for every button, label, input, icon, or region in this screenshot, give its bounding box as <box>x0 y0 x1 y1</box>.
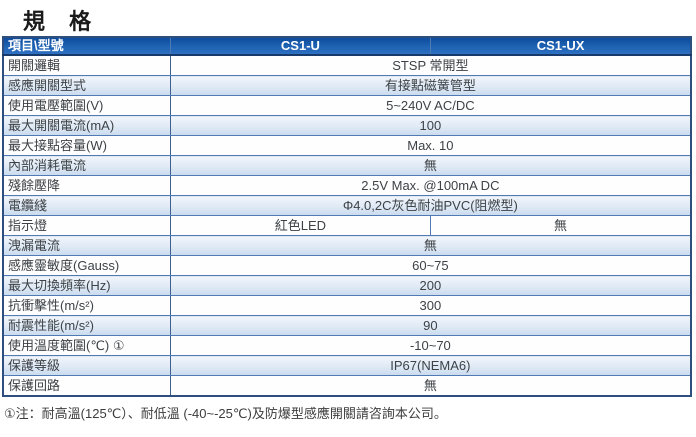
row-value: 無 <box>169 375 692 397</box>
row-value: 90 <box>169 315 692 336</box>
row-label: 耐震性能(m/s²) <box>2 315 171 336</box>
row-value: 2.5V Max. @100mA DC <box>169 175 692 196</box>
table-row: 耐震性能(m/s²) 90 <box>2 315 692 336</box>
table-row: 最大切換頻率(Hz) 200 <box>2 275 692 296</box>
row-value: 200 <box>169 275 692 296</box>
header-model-cs1u: CS1-U <box>169 36 432 56</box>
row-value: IP67(NEMA6) <box>169 355 692 376</box>
row-label: 電纜綫 <box>2 195 171 216</box>
row-value: 100 <box>169 115 692 136</box>
row-label: 抗衝擊性(m/s²) <box>2 295 171 316</box>
header-model-cs1ux: CS1-UX <box>430 36 692 56</box>
table-row: 抗衝擊性(m/s²) 300 <box>2 295 692 316</box>
row-value: Φ4.0,2C灰色耐油PVC(阻燃型) <box>169 195 692 216</box>
row-value: -10~70 <box>169 335 692 356</box>
spec-table-body: 開關邏輯 STSP 常開型 感應開關型式 有接點磁簧管型 使用電壓範圍(V) 5~240V… <box>2 54 692 397</box>
row-label: 最大開關電流(mA) <box>2 115 171 136</box>
table-row: 開關邏輯 STSP 常開型 <box>2 54 692 76</box>
row-label: 最大接點容量(W) <box>2 135 171 156</box>
table-row: 保護等級 IP67(NEMA6) <box>2 355 692 376</box>
table-row: 使用溫度範圍(℃) ① -10~70 <box>2 335 692 356</box>
page-title: 規 格 <box>23 9 101 34</box>
spec-table: 項目\型號 CS1-U CS1-UX 開關邏輯 STSP 常開型 感應開關型式 有接點… <box>2 36 692 397</box>
row-value: 300 <box>169 295 692 316</box>
table-row: 最大開關電流(mA) 100 <box>2 115 692 136</box>
row-value: STSP 常開型 <box>169 54 692 76</box>
row-value: 60~75 <box>169 255 692 276</box>
row-label: 內部消耗電流 <box>2 155 171 176</box>
table-header-row: 項目\型號 CS1-U CS1-UX <box>2 36 692 56</box>
row-label: 最大切換頻率(Hz) <box>2 275 171 296</box>
table-row: 電纜綫 Φ4.0,2C灰色耐油PVC(阻燃型) <box>2 195 692 216</box>
row-label: 洩漏電流 <box>2 235 171 256</box>
row-label: 開關邏輯 <box>2 54 171 76</box>
table-row: 最大接點容量(W) Max. 10 <box>2 135 692 156</box>
row-label: 使用電壓範圍(V) <box>2 95 171 116</box>
table-row: 感應靈敏度(Gauss) 60~75 <box>2 255 692 276</box>
row-value: 有接點磁簧管型 <box>169 75 692 96</box>
table-row: 殘餘壓降 2.5V Max. @100mA DC <box>2 175 692 196</box>
row-label: 保護回路 <box>2 375 171 397</box>
row-value: 無 <box>169 155 692 176</box>
row-label: 殘餘壓降 <box>2 175 171 196</box>
table-row: 使用電壓範圍(V) 5~240V AC/DC <box>2 95 692 116</box>
row-label: 指示燈 <box>2 215 171 236</box>
row-label: 感應開關型式 <box>2 75 171 96</box>
row-label: 感應靈敏度(Gauss) <box>2 255 171 276</box>
header-item-model: 項目\型號 <box>2 36 171 56</box>
row-value: Max. 10 <box>169 135 692 156</box>
table-row: 指示燈 紅色LED 無 <box>2 215 692 236</box>
footnote: ①注：耐高溫(125℃）、耐低溫 (-40~-25℃)及防爆型感應開關請咨詢本公… <box>4 406 447 421</box>
row-value-cs1u: 紅色LED <box>169 215 432 236</box>
row-label: 保護等級 <box>2 355 171 376</box>
table-row: 內部消耗電流無 <box>2 155 692 176</box>
row-value: 5~240V AC/DC <box>169 95 692 116</box>
table-row: 保護回路無 <box>2 375 692 397</box>
row-label: 使用溫度範圍(℃) ① <box>2 335 171 356</box>
row-value-cs1ux: 無 <box>430 215 692 236</box>
row-value: 無 <box>169 235 692 256</box>
table-row: 洩漏電流無 <box>2 235 692 256</box>
table-row: 感應開關型式 有接點磁簧管型 <box>2 75 692 96</box>
